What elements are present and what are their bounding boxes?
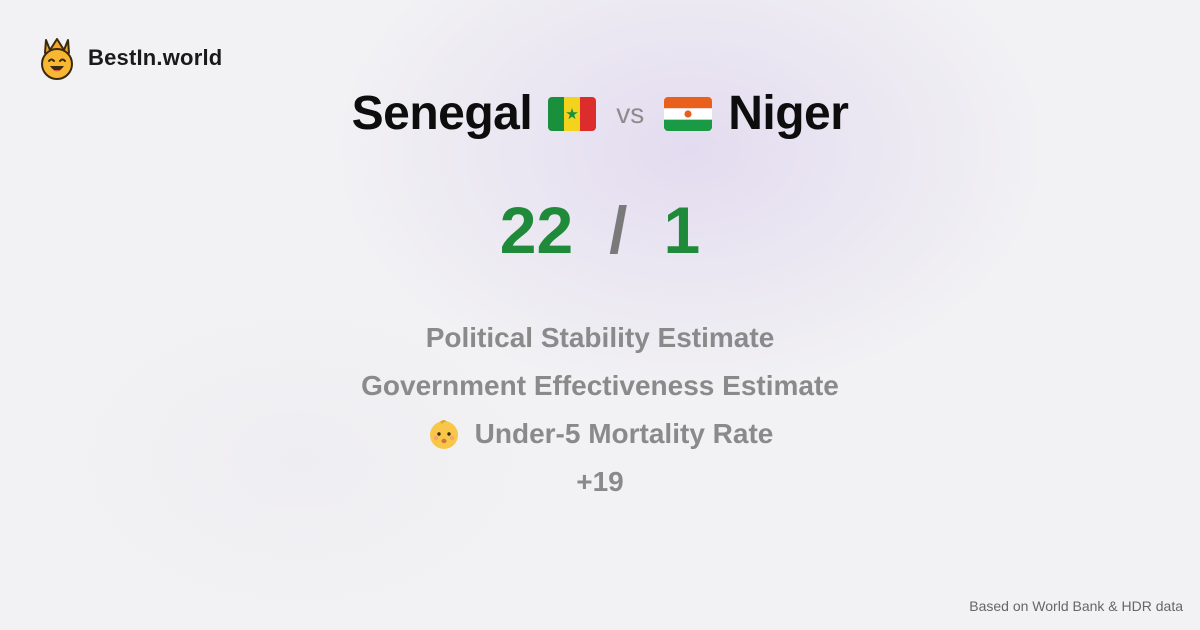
score: 22 / 1 [0, 192, 1200, 268]
left-country-name[interactable]: Senegal [351, 87, 533, 140]
metric-label: Government Effectiveness Estimate [361, 370, 839, 401]
brand[interactable]: BestIn.world [38, 36, 222, 80]
right-country-name[interactable]: Niger [728, 87, 849, 140]
vs-label: vs [616, 97, 645, 129]
brand-name: BestIn.world [88, 45, 223, 70]
metric-more-count[interactable]: +19 [576, 458, 624, 506]
senegal-flag-icon [548, 96, 597, 131]
baby-icon [429, 420, 458, 449]
niger-flag-icon [664, 96, 713, 131]
left-score: 22 [499, 193, 574, 267]
right-score: 1 [663, 193, 701, 267]
data-source-note: Based on World Bank & HDR data [969, 598, 1183, 614]
score-separator: / [609, 193, 628, 267]
metrics-list: Political Stability Estimate Government … [0, 314, 1200, 506]
metric-label: Political Stability Estimate [425, 322, 775, 353]
metric-label: +19 [576, 466, 624, 497]
metric-government-effectiveness[interactable]: Government Effectiveness Estimate [361, 362, 839, 410]
crown-smiley-icon [41, 38, 73, 80]
metric-under5-mortality[interactable]: Under-5 Mortality Rate [427, 410, 774, 458]
metric-political-stability[interactable]: Political Stability Estimate [426, 314, 775, 362]
metric-label: Under-5 Mortality Rate [474, 418, 774, 449]
comparison-title: Senegal vs Niger [0, 86, 1200, 141]
